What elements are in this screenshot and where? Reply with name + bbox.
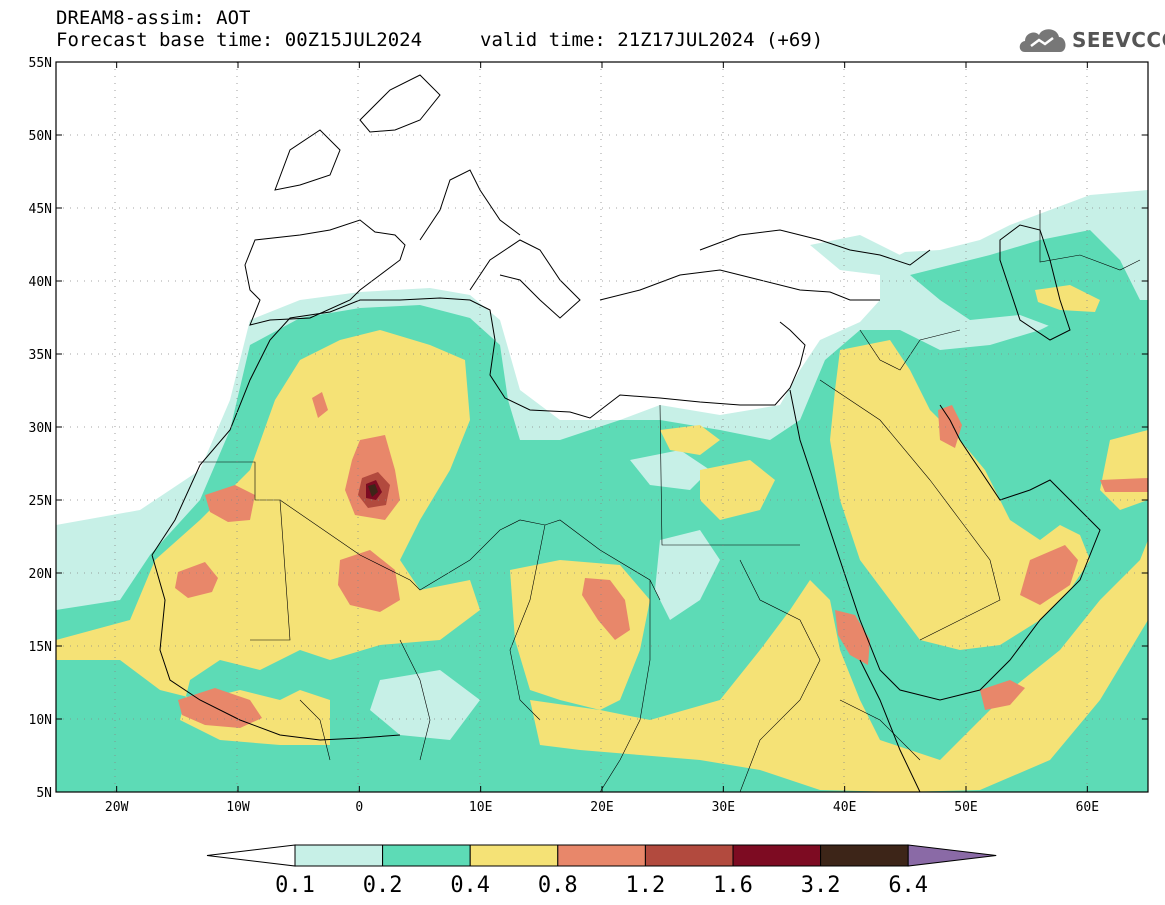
aot-band-0.8-iraq [938, 405, 962, 448]
lat-tick-label: 25N [29, 494, 52, 509]
lon-tick-label: 20W [105, 800, 129, 815]
aot-band-3.2-algeria [368, 484, 378, 497]
lon-tick-label: 0 [355, 800, 363, 815]
lon-tick-label: 60E [1076, 800, 1099, 815]
longitude-axis: 20W 10W 0 10E 20E 30E 40E 50E 60E [105, 62, 1099, 815]
coastlines [151, 74, 1101, 792]
lat-tick-label: 35N [29, 348, 52, 363]
aot-band-0.8-iran [1100, 478, 1148, 492]
forecast-base-time: Forecast base time: 00Z15JUL2024 [56, 29, 423, 51]
lat-tick-label: 40N [29, 275, 52, 290]
cloud-logo-icon [1019, 29, 1066, 52]
colorbar-level-label: 0.8 [538, 873, 578, 898]
aot-band-0.8-westsahara [205, 485, 255, 522]
colorbar-swatch [469, 844, 559, 867]
lat-lon-grid [56, 62, 1148, 792]
colorbar: 0.1 0.2 0.4 0.8 1.2 1.6 3.2 6.4 [206, 844, 997, 898]
aot-fields [56, 62, 1148, 792]
lon-tick-label: 20E [590, 800, 613, 815]
colorbar-swatch [294, 844, 384, 867]
colorbar-under-triangle [206, 844, 296, 867]
lon-tick-label: 10E [469, 800, 492, 815]
logo-text: SEEVCCC [1072, 28, 1165, 52]
borders [198, 210, 1141, 792]
aot-band-0.8-eritrea [835, 610, 870, 665]
aot-band-0.1-hole-egypt [630, 450, 710, 490]
lat-tick-label: 15N [29, 640, 52, 655]
aot-band-0.4-egypt [660, 425, 720, 455]
aot-band-0.4-libya [700, 460, 775, 520]
aot-band-0.4-westafrica [56, 330, 480, 745]
aot-band-0.8-mauritania [175, 562, 218, 598]
lat-tick-label: 5N [36, 786, 52, 801]
map-title: DREAM8-assim: AOT [56, 7, 251, 29]
latitude-axis: 55N 50N 45N 40N 35N 30N 25N 20N 15N 10N 5N [29, 56, 1148, 801]
lat-tick-label: 55N [29, 56, 52, 71]
aot-band-0.8-guinea [178, 688, 262, 728]
colorbar-swatch [820, 844, 909, 867]
lon-tick-label: 50E [954, 800, 977, 815]
aot-band-0.1-north [810, 235, 900, 275]
aot-band-0.8-morocco [312, 392, 328, 418]
aot-band-0.1-hole-libya [655, 530, 720, 620]
aot-band-0.8-oman [1020, 545, 1078, 605]
aot-band-0.1-hole-niger [370, 670, 480, 740]
aot-band-0.4-sudan [530, 540, 1148, 792]
colorbar-swatch [557, 844, 646, 867]
lat-tick-label: 45N [29, 202, 52, 217]
colorbar-over-triangle [907, 844, 997, 867]
colorbar-level-label: 1.2 [626, 873, 666, 898]
lat-tick-label: 20N [29, 567, 52, 582]
colorbar-level-label: 0.4 [450, 873, 490, 898]
lon-tick-label: 30E [712, 800, 735, 815]
colorbar-level-label: 6.4 [888, 873, 928, 898]
lon-tick-label: 10W [226, 800, 250, 815]
colorbar-swatch [732, 844, 822, 867]
colorbar-swatch [382, 844, 471, 867]
colorbar-level-label: 0.1 [275, 873, 315, 898]
colorbar-swatch [644, 844, 734, 867]
colorbar-level-label: 3.2 [801, 873, 841, 898]
lat-tick-label: 50N [29, 129, 52, 144]
aot-band-0.8-mali [338, 550, 400, 612]
seevccc-logo: SEEVCCC [1017, 24, 1165, 58]
colorbar-level-label: 1.6 [713, 873, 753, 898]
aot-band-0.4-turkmen [1035, 285, 1100, 312]
lat-tick-label: 10N [29, 713, 52, 728]
aot-band-0.4-arabia [830, 340, 1090, 650]
lat-tick-label: 30N [29, 421, 52, 436]
colorbar-level-label: 0.2 [363, 873, 403, 898]
aot-band-0.8-chad [582, 578, 630, 640]
valid-time: valid time: 21Z17JUL2024 (+69) [480, 29, 824, 51]
aot-band-0.8-yemen [980, 680, 1025, 710]
lon-tick-label: 40E [833, 800, 856, 815]
